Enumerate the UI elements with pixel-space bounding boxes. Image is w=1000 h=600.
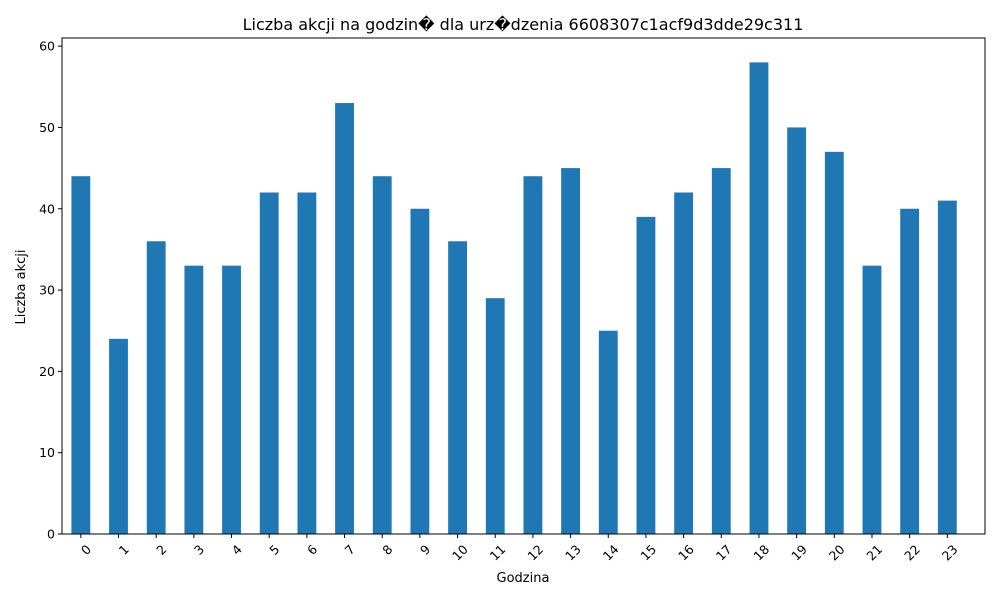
- bar-hour-11: [485, 298, 505, 534]
- x-tick-label: 19: [788, 542, 810, 564]
- y-axis-label: Liczba akcji: [14, 249, 29, 324]
- x-tick-label: 12: [524, 542, 546, 564]
- bar-hour-17: [711, 168, 731, 534]
- bar-hour-0: [71, 176, 91, 535]
- chart-title: Liczba akcji na godzin� dla urz�dzenia 6…: [243, 15, 804, 34]
- x-tick-label: 5: [266, 542, 282, 558]
- x-axis: 0 1 2 3 4 5 6 7 8 9 10 11 12 13 14 15 16 17 18 19 20 21 22 23: [78, 534, 961, 564]
- bar-hour-20: [824, 151, 844, 534]
- bar-hour-16: [674, 192, 694, 534]
- x-tick-label: 8: [379, 542, 395, 558]
- x-tick-label: 13: [562, 542, 584, 564]
- x-tick-label: 17: [713, 542, 735, 564]
- x-tick-label: 9: [417, 542, 433, 558]
- bars-group: [71, 62, 957, 535]
- x-tick-label: 21: [863, 542, 885, 564]
- y-tick-label: 0: [47, 527, 55, 542]
- y-axis: 0 10 20 30 40 50 60: [39, 39, 62, 542]
- bar-hour-4: [222, 265, 241, 534]
- y-tick-label: 20: [39, 364, 55, 379]
- bar-hour-15: [636, 216, 656, 534]
- bar-hour-9: [410, 208, 430, 535]
- bar-hour-19: [787, 127, 807, 534]
- x-tick-label: 22: [901, 542, 923, 564]
- x-tick-label: 2: [153, 542, 169, 558]
- bar-hour-3: [184, 265, 204, 534]
- x-tick-label: 16: [675, 542, 697, 564]
- bar-hour-12: [523, 176, 543, 535]
- x-tick-label: 0: [78, 542, 94, 558]
- y-tick-label: 60: [39, 39, 55, 54]
- x-tick-label: 23: [939, 542, 961, 564]
- y-tick-label: 10: [39, 445, 55, 460]
- x-axis-label: Godzina: [497, 571, 550, 586]
- x-tick-label: 10: [449, 542, 471, 564]
- x-tick-label: 20: [826, 542, 848, 564]
- bar-hour-10: [448, 241, 467, 534]
- bar-hour-2: [146, 241, 166, 534]
- bar-hour-18: [749, 62, 769, 535]
- x-tick-label: 7: [342, 542, 358, 558]
- bar-hour-23: [937, 200, 957, 534]
- y-tick-label: 30: [39, 283, 55, 298]
- x-tick-label: 15: [637, 542, 659, 564]
- y-tick-label: 40: [39, 201, 55, 216]
- bar-hour-14: [598, 330, 618, 534]
- bar-hour-7: [335, 103, 354, 534]
- x-tick-label: 14: [600, 542, 622, 564]
- bar-hour-13: [561, 168, 581, 534]
- x-tick-label: 1: [116, 542, 132, 558]
- x-tick-label: 6: [304, 542, 320, 558]
- bar-hour-21: [862, 265, 882, 534]
- x-tick-label: 18: [750, 542, 772, 564]
- plot-frame: [61, 37, 986, 535]
- bar-hour-8: [372, 176, 392, 535]
- x-tick-label: 4: [229, 542, 245, 558]
- bar-hour-1: [109, 338, 128, 534]
- x-tick-label: 11: [487, 542, 509, 564]
- x-tick-label: 3: [191, 542, 207, 558]
- bar-hour-5: [259, 192, 279, 534]
- bar-hour-22: [900, 208, 920, 535]
- bar-hour-6: [297, 192, 317, 534]
- y-tick-label: 50: [39, 120, 55, 135]
